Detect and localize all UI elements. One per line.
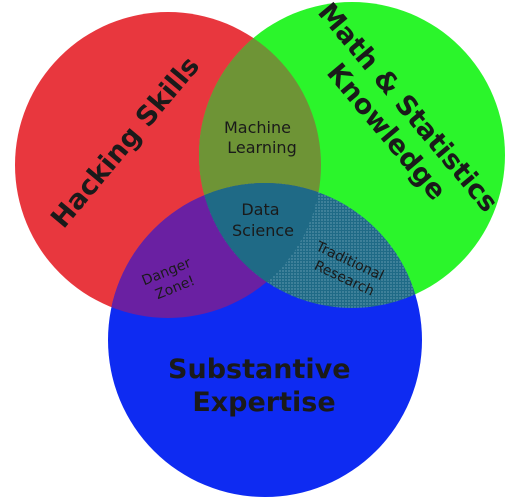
danger-zone-region (108, 183, 321, 318)
machine-learning-label: Machine Learning (224, 118, 297, 157)
traditional-research-region (199, 183, 422, 308)
data-science-label: Data Science (232, 200, 294, 240)
substantive-expertise-label: Substantive Expertise (168, 354, 360, 418)
